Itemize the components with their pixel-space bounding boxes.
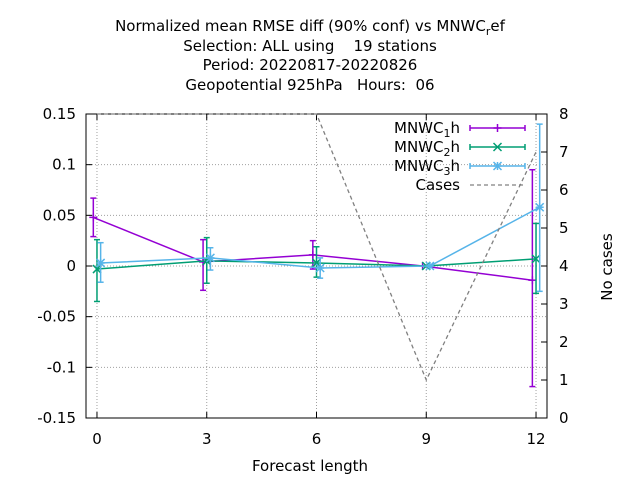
marker-stroke bbox=[96, 258, 106, 268]
y-tick-label: -0.1 bbox=[47, 358, 76, 376]
marker-stroke bbox=[315, 263, 325, 273]
data-point bbox=[89, 213, 98, 222]
x-tick-label: 9 bbox=[421, 430, 431, 448]
y2-tick-label: 3 bbox=[559, 295, 569, 313]
data-point bbox=[425, 261, 435, 271]
data-point bbox=[528, 276, 537, 285]
y2-tick-label: 6 bbox=[559, 181, 569, 199]
legend-sample-caps bbox=[469, 144, 526, 150]
legend-sample-caps bbox=[469, 125, 526, 131]
legend-label: Cases bbox=[415, 176, 460, 194]
title-line-2: Selection: ALL using 19 stations bbox=[183, 37, 437, 55]
chart-title: Normalized mean RMSE diff (90% conf) vs … bbox=[115, 17, 506, 94]
legend-label: MNWC1h bbox=[394, 119, 460, 140]
data-point bbox=[96, 258, 106, 268]
y2-tick-label: 0 bbox=[559, 409, 569, 427]
y2-tick-label: 2 bbox=[559, 333, 569, 351]
marker-stroke bbox=[492, 161, 503, 171]
y-tick-label: 0 bbox=[66, 257, 76, 275]
y-tick-label: -0.05 bbox=[37, 308, 76, 326]
title-line-3: Period: 20220817-20220826 bbox=[203, 56, 418, 74]
marker-stroke bbox=[492, 142, 503, 152]
series-layer bbox=[89, 113, 545, 388]
x-tick-label: 3 bbox=[202, 430, 212, 448]
data-point bbox=[311, 258, 322, 268]
legend-sample-caps bbox=[469, 163, 526, 169]
y2-tick-label: 8 bbox=[559, 105, 569, 123]
data-point bbox=[493, 124, 502, 132]
y-tick-label: 0.05 bbox=[43, 206, 76, 224]
y-tick-label: 0.15 bbox=[43, 105, 76, 123]
y2-tick-label: 7 bbox=[559, 143, 569, 161]
data-point bbox=[315, 263, 325, 273]
legend-label: MNWC3h bbox=[394, 157, 460, 178]
data-point bbox=[308, 250, 317, 259]
axes: 0 3 6 9 12-0.15-0.1-0.0500.050.10.1501234567… bbox=[37, 105, 568, 448]
title-line-1: Normalized mean RMSE diff (90% conf) vs … bbox=[115, 17, 506, 38]
marker-stroke bbox=[92, 264, 102, 274]
error-bar bbox=[93, 238, 100, 303]
legend-label: MNWC2h bbox=[394, 138, 460, 159]
data-point bbox=[492, 142, 503, 152]
marker-stroke bbox=[425, 261, 435, 271]
marker-stroke bbox=[311, 258, 322, 268]
series-line bbox=[97, 113, 537, 382]
y2-tick-label: 1 bbox=[559, 371, 569, 389]
data-point bbox=[535, 202, 545, 212]
y2-tick-label: 4 bbox=[559, 257, 569, 275]
y2-axis-label: No cases bbox=[598, 233, 616, 301]
data-point bbox=[531, 254, 541, 264]
x-axis-label: Forecast length bbox=[252, 457, 368, 475]
marker-stroke bbox=[205, 253, 215, 263]
x-tick-label: 12 bbox=[526, 430, 545, 448]
y-tick-label: 0.1 bbox=[52, 156, 76, 174]
x-tick-label: 0 bbox=[92, 430, 102, 448]
marker-stroke bbox=[531, 254, 541, 264]
title-line-4: Geopotential 925hPa Hours: 06 bbox=[185, 76, 434, 94]
marker-stroke bbox=[535, 202, 545, 212]
x-tick-label: 6 bbox=[312, 430, 322, 448]
y-tick-label: -0.15 bbox=[37, 409, 76, 427]
data-point bbox=[92, 264, 102, 274]
data-point bbox=[492, 161, 503, 171]
y2-tick-label: 5 bbox=[559, 219, 569, 237]
data-point bbox=[205, 253, 215, 263]
